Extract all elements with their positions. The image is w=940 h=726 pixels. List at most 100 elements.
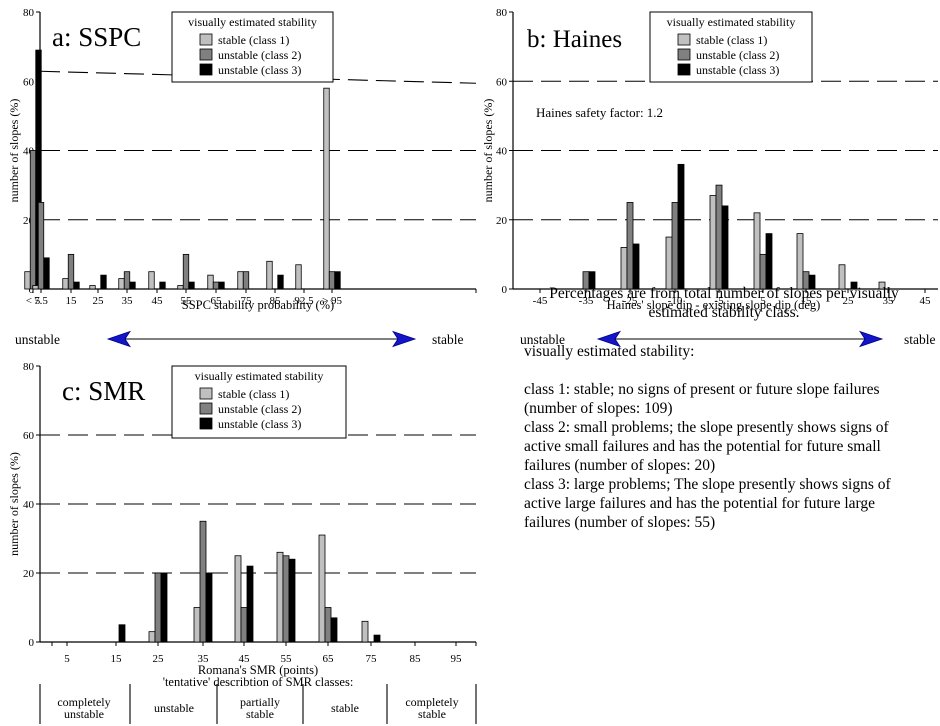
legend-swatch — [199, 33, 213, 46]
y-tick-label: 20 — [23, 215, 35, 227]
smr-class-label: completely — [405, 695, 458, 709]
legend-swatch — [677, 48, 691, 61]
y-axis-label: number of slopes (%) — [7, 99, 21, 203]
bar — [323, 87, 330, 290]
legend-label: unstable (class 2) — [218, 402, 301, 416]
bar — [118, 624, 126, 643]
bar — [43, 257, 50, 290]
smr-class-label: stable — [246, 707, 274, 721]
x-category-label: 55 — [281, 653, 293, 665]
bar — [160, 572, 168, 643]
bar — [242, 271, 250, 290]
notes-subheader: visually estimated stability: — [524, 343, 695, 360]
bar — [330, 617, 338, 643]
bar — [237, 271, 244, 290]
x-category-label: 15 — [111, 653, 123, 665]
y-tick-label: 40 — [496, 146, 508, 158]
y-tick-label: 0 — [502, 284, 508, 296]
bar — [277, 274, 284, 290]
bar — [205, 572, 213, 643]
panel-title: b: Haines — [527, 26, 622, 53]
legend-swatch — [199, 417, 213, 430]
legend-swatch — [199, 402, 213, 415]
arrow-head — [859, 330, 884, 348]
bar — [588, 271, 596, 290]
x-category-label: 85 — [270, 295, 282, 307]
bar — [665, 236, 673, 290]
y-tick-label: 40 — [23, 146, 35, 158]
bar — [148, 631, 156, 643]
x-category-label: 5 — [64, 653, 70, 665]
bar — [123, 271, 131, 290]
legend-swatch — [199, 48, 213, 61]
x-category-label: > 95 — [322, 295, 342, 307]
x-category-label: -45 — [533, 295, 548, 307]
x-category-label: 35 — [122, 295, 134, 307]
bar — [218, 281, 225, 290]
x-category-label: 7.5 — [34, 295, 48, 307]
legend-box — [171, 11, 334, 83]
y-axis-label: number of slopes (%) — [7, 452, 21, 556]
bar — [324, 607, 332, 643]
bar — [100, 274, 107, 290]
x-category-label: 75 — [366, 653, 378, 665]
bar — [154, 572, 162, 643]
smr-class-label: unstable — [64, 707, 104, 721]
smr-classes-title: 'tentative' describtion of SMR classes: — [163, 675, 354, 689]
legend-title: visually estimated stability — [667, 15, 796, 29]
legend-label: stable (class 1) — [218, 33, 289, 47]
bar — [89, 285, 96, 290]
y-tick-label: 40 — [23, 499, 35, 511]
bar — [328, 271, 336, 290]
bar — [234, 555, 242, 643]
y-tick-label: 60 — [496, 76, 508, 88]
y-axis-label: number of slopes (%) — [481, 99, 495, 203]
bar — [838, 264, 846, 290]
y-tick-label: 0 — [29, 637, 35, 649]
x-axis-label: Romana's SMR (points) — [198, 663, 318, 677]
bar — [808, 274, 816, 290]
x-category-label: -35 — [579, 295, 594, 307]
bar — [373, 634, 381, 643]
x-category-label: 45 — [920, 295, 932, 307]
arrow-right-label: stable — [432, 332, 464, 347]
x-category-label: 85 — [410, 653, 422, 665]
smr-class-label: stable — [331, 701, 359, 715]
x-category-label: -5 — [714, 295, 724, 307]
x-category-label: 35 — [883, 295, 895, 307]
notes-header: Percentages are from total number of slo… — [549, 285, 899, 321]
panel-title: c: SMR — [62, 376, 145, 406]
bar — [282, 555, 290, 643]
bar — [246, 565, 254, 643]
arrow-left-label: unstable — [520, 332, 565, 347]
legend-label: unstable (class 3) — [218, 63, 301, 77]
legend-label: stable (class 1) — [218, 387, 289, 401]
x-axis-label: Haines' slope dip - existing slope dip (… — [607, 298, 821, 312]
smr-class-label: completely — [57, 695, 110, 709]
arrow-head — [106, 330, 131, 348]
x-category-label: 25 — [843, 295, 855, 307]
legend-label: unstable (class 3) — [218, 417, 301, 431]
x-category-label: 5 — [760, 295, 766, 307]
y-tick-label: 20 — [496, 215, 508, 227]
y-tick-label: 20 — [23, 568, 35, 580]
bar — [850, 281, 858, 290]
arrow-left-label: unstable — [15, 332, 60, 347]
bar — [240, 607, 248, 643]
legend-swatch — [677, 33, 691, 46]
bar — [73, 281, 80, 290]
bar — [671, 202, 679, 290]
bar — [796, 233, 804, 290]
bar — [361, 620, 369, 643]
x-category-label: 55 — [181, 295, 193, 307]
smr-class-label: unstable — [154, 701, 194, 715]
bar — [709, 195, 717, 290]
legend-title: visually estimated stability — [188, 15, 317, 29]
x-category-label: 25 — [153, 653, 165, 665]
y-tick-label: 0 — [29, 284, 35, 296]
bar — [721, 205, 729, 290]
x-category-label: 15 — [66, 295, 78, 307]
legend-label: unstable (class 3) — [696, 63, 779, 77]
bar — [878, 281, 886, 290]
